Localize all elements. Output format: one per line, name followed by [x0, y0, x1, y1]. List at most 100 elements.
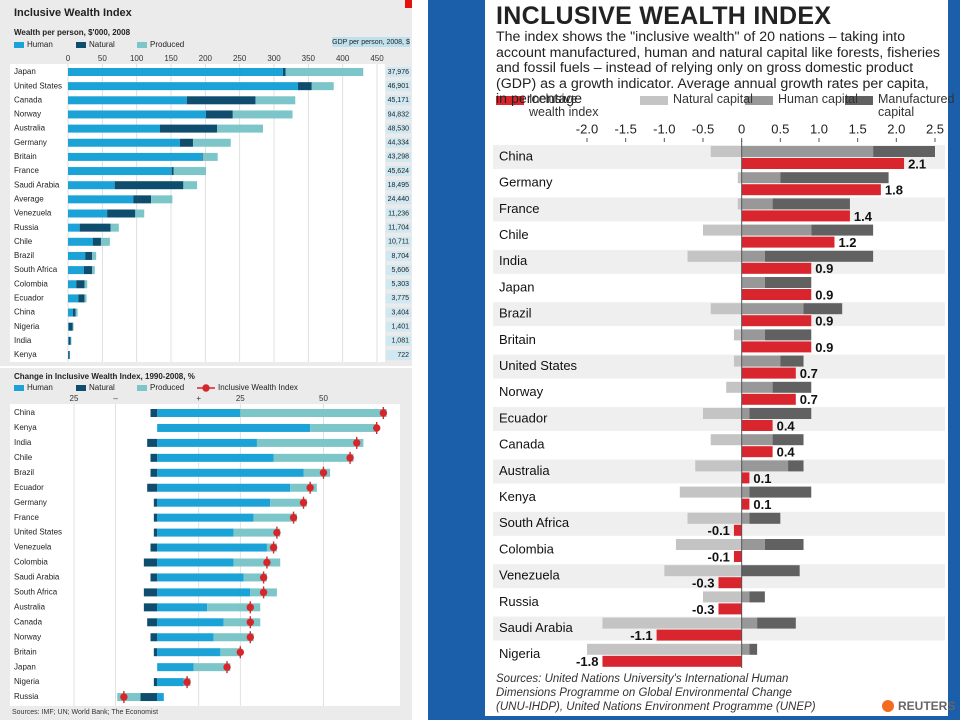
- bar-segment: [741, 146, 874, 157]
- chart-title: Inclusive Wealth Index: [14, 7, 133, 19]
- bar-segment: [675, 539, 742, 550]
- bar-segment: [737, 172, 742, 184]
- category-label: Kenya: [14, 350, 37, 359]
- category-label: Ecuador: [14, 294, 44, 303]
- legend-swatch: [76, 385, 86, 391]
- gdp-value: 11,236: [388, 210, 409, 217]
- bar-segment: [157, 558, 234, 567]
- value-label: 0.7: [800, 392, 818, 407]
- category-label: Japan: [14, 67, 36, 76]
- chart-subtitle: The index shows the "inclusive wealth" o…: [496, 29, 940, 107]
- category-label: Chile: [14, 237, 33, 246]
- iwi-marker: [306, 481, 314, 494]
- bar-segment: [173, 167, 207, 176]
- bar-segment: [83, 266, 93, 275]
- category-label: France: [499, 201, 539, 216]
- bar-segment: [68, 68, 283, 76]
- bar-segment: [290, 483, 317, 492]
- bar-segment: [811, 224, 874, 236]
- bar-segment: [273, 453, 354, 462]
- category-label: South Africa: [499, 515, 570, 530]
- x-tick-label: 300: [267, 54, 281, 63]
- bar-segment: [92, 266, 95, 275]
- iwi-marker: [246, 601, 254, 614]
- bar-segment: [68, 181, 115, 190]
- bar-segment: [157, 633, 214, 642]
- bar: [741, 289, 812, 300]
- bar-segment: [207, 603, 261, 612]
- bar-segment: [157, 573, 244, 582]
- iwi-marker: [236, 646, 245, 659]
- iwi-marker: [183, 676, 191, 689]
- bar-segment: [240, 409, 387, 417]
- gdp-value: 5,303: [391, 281, 409, 288]
- bar-segment: [749, 512, 781, 524]
- bar-segment: [76, 280, 85, 289]
- bar-segment: [157, 648, 221, 657]
- bar-segment: [68, 237, 93, 246]
- bar-segment: [741, 381, 773, 393]
- value-label: 0.9: [815, 287, 833, 302]
- bar-segment: [68, 195, 134, 204]
- legend-label: Produced: [150, 40, 184, 49]
- value-label: 0.1: [753, 497, 771, 512]
- gdp-cell: [386, 137, 411, 148]
- bar-segment: [85, 251, 93, 260]
- bar-segment: [157, 603, 208, 612]
- bar-segment: [68, 336, 69, 345]
- bar-segment: [780, 172, 889, 184]
- legend-swatch: [76, 42, 86, 48]
- category-label: Norway: [14, 110, 41, 119]
- bar-segment: [757, 617, 796, 629]
- bar-segment: [84, 280, 88, 289]
- category-label: Norway: [14, 632, 41, 641]
- gdp-cell: [386, 279, 411, 290]
- bar-segment: [710, 303, 742, 315]
- bar: [718, 577, 742, 589]
- bar-segment: [150, 468, 158, 477]
- bar-segment: [68, 308, 73, 317]
- bar-segment: [157, 513, 254, 522]
- x-tick-label: 450: [370, 54, 384, 63]
- bar-segment: [255, 96, 296, 105]
- bar-segment: [741, 565, 800, 577]
- legend-swatch: [496, 96, 524, 105]
- bar-segment: [68, 322, 73, 331]
- bar-segment: [153, 498, 158, 507]
- category-label: India: [499, 253, 528, 268]
- legend-label: Human: [27, 383, 53, 392]
- bar-segment: [68, 251, 86, 260]
- bar-segment: [68, 280, 77, 289]
- iwi-marker: [246, 616, 254, 629]
- bar-segment: [157, 618, 224, 627]
- plot-area: [10, 404, 400, 706]
- bar-segment: [75, 308, 78, 317]
- bar: [733, 551, 742, 562]
- gdp-value: 37,976: [388, 69, 410, 76]
- bar: [741, 393, 796, 405]
- bar-segment: [741, 486, 750, 498]
- bar-segment: [695, 460, 742, 472]
- category-label: Germany: [14, 138, 47, 147]
- gdp-value: 10,711: [388, 239, 409, 246]
- x-tick-label: 0.5: [771, 121, 789, 136]
- iwi-marker: [273, 526, 281, 539]
- x-tick-label: -1.5: [614, 121, 636, 136]
- category-label: Germany: [499, 175, 553, 190]
- category-label: China: [14, 308, 35, 317]
- gdp-cell: [386, 265, 411, 276]
- category-label: Nigeria: [14, 322, 40, 331]
- category-label: Canada: [499, 437, 545, 452]
- bar-segment: [68, 336, 71, 345]
- gdp-cell: [386, 67, 411, 77]
- gdp-value: 722: [397, 352, 409, 359]
- category-label: Chile: [14, 453, 33, 462]
- iwi-marker: [269, 541, 278, 554]
- x-tick-label: 350: [302, 54, 316, 63]
- bar-segment: [587, 643, 742, 655]
- x-tick-label: 1.5: [849, 121, 867, 136]
- chart-title: INCLUSIVE WEALTH INDEX: [496, 2, 832, 30]
- x-tick-label: 25: [236, 394, 245, 403]
- bar-segment: [114, 181, 184, 190]
